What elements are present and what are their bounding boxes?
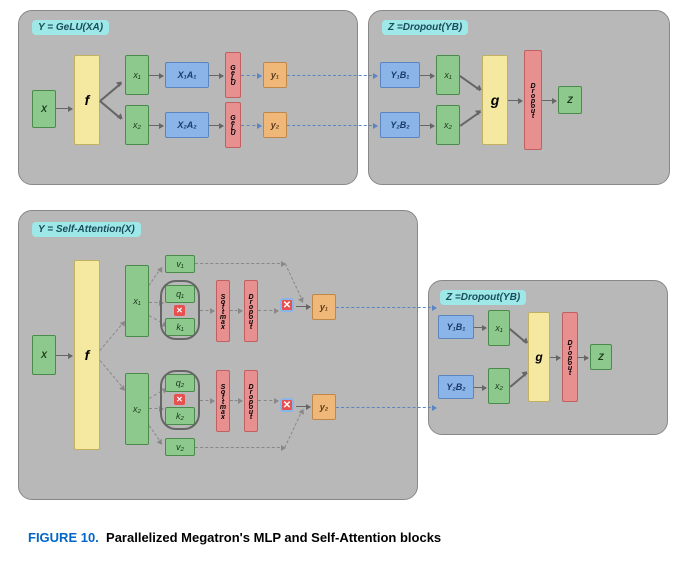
box-softmax1: Softmax (216, 280, 230, 342)
arrow (230, 310, 242, 311)
box-Z: Z (558, 86, 582, 114)
box-softmax2: Softmax (216, 370, 230, 432)
box-v1: v₁ (165, 255, 195, 273)
box-dropout-s1: Dropout (244, 280, 258, 342)
arrow (149, 125, 163, 126)
box-X1A1: X₁A₁ (165, 62, 209, 88)
box-f-2: f (74, 260, 100, 450)
box-x1: x₁ (125, 55, 149, 95)
arrow (241, 125, 261, 126)
tag-attn-left: Y = Self-Attention(X) (32, 222, 141, 237)
box-rx1: x₁ (436, 55, 460, 95)
figure-text: Parallelized Megatron's MLP and Self-Att… (106, 530, 441, 545)
box-v2: v₂ (165, 438, 195, 456)
arrow (336, 407, 436, 408)
box-bx2: x₂ (125, 373, 149, 445)
box-rx2: x₂ (436, 105, 460, 145)
box-X-2: X (32, 335, 56, 375)
arrow (149, 75, 163, 76)
figure-number: FIGURE 10. (28, 530, 99, 545)
box-bZ: Z (590, 344, 612, 370)
qk-group-2 (160, 370, 200, 430)
arrow (474, 387, 486, 388)
qk-group-1 (160, 280, 200, 340)
arrow (578, 357, 588, 358)
arrow (258, 310, 278, 311)
arrow (56, 355, 72, 356)
diagram-canvas: Y = GeLU(XA) Z =Dropout(YB) X f x₁ x₂ X₁… (0, 0, 689, 574)
arrow (550, 357, 560, 358)
box-f: f (74, 55, 100, 145)
arrow (542, 100, 556, 101)
box-dropout-s2: Dropout (244, 370, 258, 432)
box-Y2B2: Y₂B₂ (380, 112, 420, 138)
arrow (56, 108, 72, 109)
box-X: X (32, 90, 56, 128)
box-X2A2: X₂A₂ (165, 112, 209, 138)
tag-attn-right: Z =Dropout(YB) (440, 290, 526, 305)
arrow (287, 75, 377, 76)
arrow (296, 306, 310, 307)
arrow (474, 327, 486, 328)
arrow (287, 125, 377, 126)
arrow (200, 400, 214, 401)
box-y2: y₂ (263, 112, 287, 138)
box-brx2: x₂ (488, 368, 510, 404)
arrow (200, 310, 214, 311)
arrow (508, 100, 522, 101)
tag-mlp-left: Y = GeLU(XA) (32, 20, 109, 35)
arrow (420, 75, 434, 76)
arrow (420, 125, 434, 126)
mul-icon: ✕ (280, 398, 294, 412)
arrow (241, 75, 261, 76)
arrow (336, 307, 436, 308)
box-by2: y₂ (312, 394, 336, 420)
arrow (230, 400, 242, 401)
arrow (209, 75, 223, 76)
box-dropout: Dropout (524, 50, 542, 150)
box-bdropout: Dropout (562, 312, 578, 402)
arrow (258, 400, 278, 401)
box-bY1B1: Y₁B₁ (438, 315, 474, 339)
mul-icon: ✕ (280, 298, 294, 312)
box-bY2B2: Y₂B₂ (438, 375, 474, 399)
box-g: g (482, 55, 508, 145)
box-gelu1: GeLU (225, 52, 241, 98)
box-bx1: x₁ (125, 265, 149, 337)
box-gelu2: GeLU (225, 102, 241, 148)
box-bg: g (528, 312, 550, 402)
box-Y1B1: Y₁B₁ (380, 62, 420, 88)
arrow (195, 263, 285, 264)
tag-mlp-right: Z =Dropout(YB) (382, 20, 468, 35)
box-by1: y₁ (312, 294, 336, 320)
box-x2: x₂ (125, 105, 149, 145)
arrow (296, 406, 310, 407)
figure-caption: FIGURE 10. Parallelized Megatron's MLP a… (28, 530, 441, 545)
box-brx1: x₁ (488, 310, 510, 346)
panel-mlp-left (18, 10, 358, 185)
box-y1: y₁ (263, 62, 287, 88)
arrow (209, 125, 223, 126)
arrow (195, 447, 285, 448)
